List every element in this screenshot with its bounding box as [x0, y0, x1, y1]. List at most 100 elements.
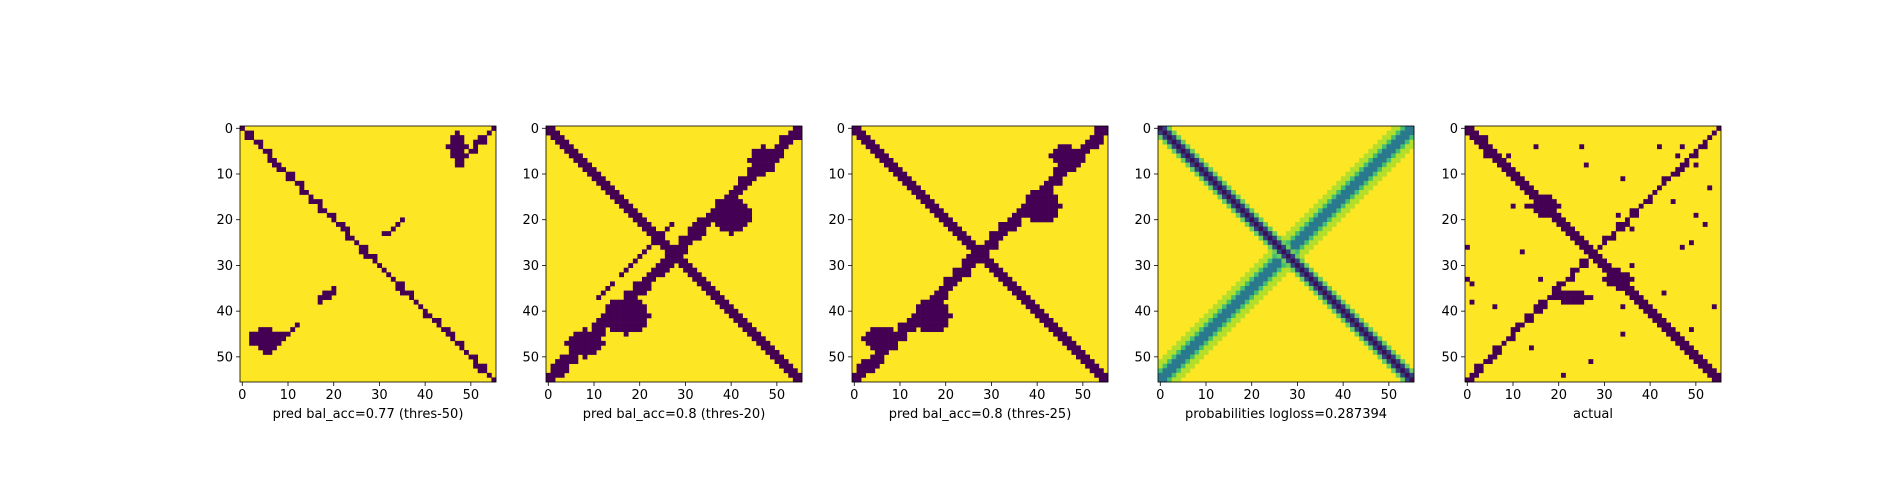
heatmap-cell [1606, 272, 1612, 278]
heatmap-cell [1318, 222, 1323, 227]
heatmap-cell [788, 372, 794, 378]
heatmap-cell [998, 235, 1004, 241]
heatmap-cell [1386, 130, 1392, 136]
heatmap-cell [628, 322, 634, 328]
heatmap-cell [678, 258, 684, 264]
x-axis-label: pred bal_acc=0.77 (thres-50) [273, 407, 464, 422]
heatmap-cell [1007, 276, 1013, 282]
heatmap-cell [1368, 176, 1374, 182]
heatmap-cell [884, 327, 889, 333]
heatmap-cell [934, 212, 940, 218]
heatmap-cell [861, 363, 867, 369]
heatmap-cell [623, 308, 629, 314]
heatmap-cell [893, 171, 899, 177]
heatmap-cell [628, 313, 634, 319]
x-tick-label: 20 [325, 388, 342, 403]
heatmap-cell [605, 286, 611, 291]
heatmap-cell [1249, 304, 1255, 310]
heatmap-cell [1331, 208, 1337, 214]
heatmap-cell [450, 336, 456, 342]
heatmap-cell [1629, 263, 1635, 269]
heatmap-cell [783, 135, 789, 141]
heatmap-cell [1044, 185, 1049, 191]
heatmap-cell [1308, 267, 1314, 273]
y-tick-label: 50 [828, 350, 845, 365]
heatmap-cell [637, 212, 643, 218]
heatmap-cell [477, 363, 483, 369]
heatmap-cell [1363, 336, 1369, 342]
heatmap-cell [865, 363, 871, 369]
heatmap-cell [1542, 304, 1548, 310]
heatmap-cell [952, 226, 958, 232]
heatmap-cell [719, 299, 725, 305]
heatmap-cell [1606, 267, 1612, 273]
heatmap-cell [692, 226, 698, 232]
heatmap-cell [1203, 162, 1209, 168]
heatmap-cell [1318, 226, 1323, 232]
heatmap-cell [1308, 276, 1314, 282]
heatmap-cell [715, 217, 721, 223]
heatmap-cell [1382, 139, 1387, 145]
heatmap-cell [1057, 158, 1063, 163]
heatmap-cell [1597, 244, 1603, 250]
heatmap-cell [1016, 286, 1022, 291]
heatmap-cell [966, 244, 972, 250]
heatmap-cell [1698, 144, 1704, 150]
heatmap-cell [445, 327, 451, 333]
heatmap-cell [719, 304, 725, 310]
heatmap-cell [1588, 254, 1594, 259]
y-tick-label: 50 [216, 350, 233, 365]
heatmap-cell [1565, 299, 1571, 305]
heatmap-cell [966, 240, 972, 246]
heatmap-cell [1235, 194, 1241, 200]
heatmap-cell [1062, 158, 1068, 163]
heatmap-cell [1203, 322, 1209, 328]
heatmap-cell [1395, 126, 1401, 131]
heatmap-cell [1308, 222, 1314, 227]
heatmap-cell [1615, 226, 1621, 232]
heatmap-cell [637, 217, 643, 223]
heatmap-cell [1062, 331, 1068, 337]
heatmap-cell [728, 208, 734, 214]
heatmap-cell [1327, 194, 1333, 200]
y-tick-label: 10 [1441, 168, 1458, 183]
heatmap-cell [1190, 363, 1195, 369]
heatmap-cell [605, 318, 611, 323]
heatmap-cell [706, 217, 711, 223]
heatmap-cell [879, 331, 885, 337]
heatmap-cell [1469, 377, 1475, 383]
heatmap-cell [1657, 144, 1662, 150]
heatmap-cell [564, 368, 570, 374]
heatmap-cell [1076, 153, 1081, 159]
heatmap-cell [692, 222, 698, 227]
heatmap-cell [285, 171, 291, 177]
heatmap-cell [1226, 308, 1232, 314]
heatmap-cell [1286, 267, 1291, 273]
heatmap-cell [1007, 286, 1013, 291]
heatmap-cell [1533, 144, 1539, 150]
heatmap-cell [1240, 199, 1246, 205]
heatmap-cell [1570, 299, 1576, 305]
heatmap-cell [774, 153, 780, 159]
heatmap-cell [1404, 135, 1410, 141]
heatmap-cell [1290, 267, 1296, 273]
heatmap-cell [1474, 135, 1480, 141]
heatmap-cell [632, 217, 638, 223]
heatmap-cell [1057, 167, 1063, 173]
heatmap-cell [1034, 212, 1040, 218]
heatmap-cell [765, 345, 771, 351]
heatmap-cell [600, 290, 606, 296]
heatmap-cell [865, 336, 871, 342]
heatmap-cell [281, 167, 287, 173]
heatmap-cell [1377, 148, 1383, 154]
heatmap-cell [1551, 212, 1557, 218]
heatmap-cell [1574, 299, 1580, 305]
heatmap-cell [1689, 240, 1694, 246]
heatmap-cell [934, 304, 940, 310]
heatmap-cell [1044, 180, 1049, 186]
heatmap-cell [742, 217, 748, 223]
heatmap-cell [1556, 212, 1562, 218]
heatmap-cell [1180, 354, 1186, 360]
heatmap-cell [1465, 244, 1470, 250]
heatmap-cell [1299, 249, 1305, 255]
